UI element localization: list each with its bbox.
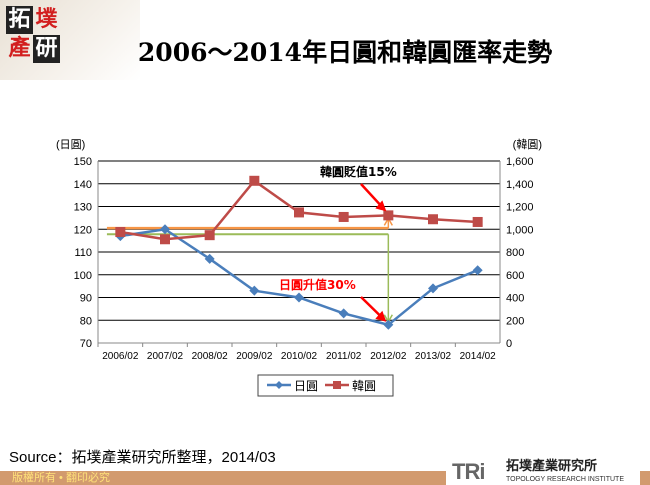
- x-tick-label: 2011/02: [326, 351, 362, 362]
- legend-marker: [275, 381, 283, 389]
- data-point: [160, 224, 170, 235]
- x-tick-label: 2013/02: [415, 351, 452, 362]
- right-tick-label: 1,400: [506, 179, 534, 191]
- left-tick-label: 90: [80, 293, 92, 305]
- x-tick-label: 2010/02: [281, 351, 318, 362]
- data-point: [428, 214, 438, 225]
- right-tick-label: 800: [506, 247, 524, 259]
- data-point: [115, 226, 126, 237]
- annotation-jpy: 日圓升值30%: [279, 277, 356, 292]
- data-point: [472, 265, 483, 276]
- left-axis-label: (日圓): [56, 138, 85, 151]
- red-arrowhead: [375, 200, 387, 212]
- data-point: [204, 230, 215, 241]
- left-tick-label: 130: [74, 202, 92, 214]
- brand-name-zh: 拓墣產業研究所: [506, 458, 598, 473]
- source-note: Source：拓墣產業研究所整理，2014/03: [9, 449, 276, 466]
- left-tick-label: 110: [74, 247, 92, 259]
- x-tick-label: 2008/02: [192, 351, 229, 362]
- right-tick-label: 0: [506, 338, 512, 350]
- x-tick-label: 2014/02: [460, 351, 497, 362]
- data-point: [204, 253, 215, 264]
- copyright-text: 版權所有 • 翻印必究: [12, 472, 110, 484]
- x-tick-label: 2006/02: [102, 351, 139, 362]
- right-axis-label: (韓圓): [513, 138, 542, 151]
- data-point: [249, 175, 260, 186]
- right-tick-label: 400: [506, 293, 524, 305]
- brand-name-en: TOPOLOGY RESEARCH INSTITUTE: [506, 476, 624, 483]
- right-tick-label: 600: [506, 270, 524, 282]
- data-point: [294, 292, 304, 303]
- brand-mark: TRi: [452, 459, 485, 484]
- legend-marker: [333, 381, 341, 389]
- x-tick-label: 2012/02: [370, 351, 407, 362]
- left-tick-label: 80: [80, 315, 92, 327]
- legend-label: 日圓: [294, 379, 318, 393]
- brand-logo: TRi 拓墣產業研究所 TOPOLOGY RESEARCH INSTITUTE: [446, 458, 640, 485]
- left-tick-label: 100: [74, 270, 92, 282]
- left-tick-label: 70: [80, 338, 92, 350]
- data-point: [249, 285, 260, 296]
- data-point: [294, 207, 304, 218]
- data-point: [383, 319, 394, 330]
- data-point: [383, 210, 394, 221]
- left-tick-label: 150: [74, 156, 92, 168]
- x-tick-label: 2009/02: [236, 351, 273, 362]
- logo: 拓 墣 產 研: [6, 6, 62, 64]
- data-point: [338, 211, 349, 222]
- right-tick-label: 1,200: [506, 202, 534, 214]
- left-tick-label: 140: [74, 179, 92, 191]
- data-point: [338, 308, 349, 319]
- data-point: [160, 234, 170, 245]
- right-tick-label: 200: [506, 315, 524, 327]
- annotation-krw: 韓圓貶值15%: [320, 164, 397, 179]
- data-point: [428, 283, 438, 294]
- red-arrowhead: [375, 310, 387, 322]
- page-title: 2006～2014年日圓和韓圓匯率走勢: [137, 38, 553, 67]
- legend-label: 韓圓: [352, 379, 376, 393]
- data-point: [472, 216, 483, 227]
- right-tick-label: 1,600: [506, 156, 534, 168]
- x-tick-label: 2007/02: [147, 351, 184, 362]
- left-tick-label: 120: [74, 224, 92, 236]
- right-tick-label: 1,000: [506, 224, 534, 236]
